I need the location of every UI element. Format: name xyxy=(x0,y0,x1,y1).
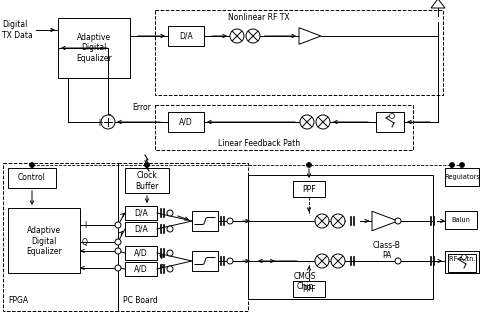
Bar xyxy=(125,222,157,236)
Circle shape xyxy=(246,29,260,43)
Bar xyxy=(293,281,325,297)
Bar xyxy=(118,163,248,311)
Text: D/A: D/A xyxy=(179,31,193,41)
Text: D/A: D/A xyxy=(134,225,148,234)
Text: Clock
Buffer: Clock Buffer xyxy=(135,171,159,191)
Circle shape xyxy=(144,163,150,167)
Circle shape xyxy=(331,214,345,228)
Text: PPF: PPF xyxy=(302,185,316,194)
Text: Adaptive
Digital
Equalizer: Adaptive Digital Equalizer xyxy=(76,33,112,63)
Bar xyxy=(125,246,157,260)
Bar xyxy=(192,251,218,271)
Circle shape xyxy=(227,258,233,264)
Text: Control: Control xyxy=(18,173,46,182)
Circle shape xyxy=(307,163,312,167)
Circle shape xyxy=(331,254,345,268)
Text: D/A: D/A xyxy=(134,209,148,218)
Bar xyxy=(445,211,477,229)
Text: -: - xyxy=(107,109,111,119)
Polygon shape xyxy=(372,211,398,231)
Text: I: I xyxy=(84,221,86,230)
Bar xyxy=(248,175,433,299)
Bar xyxy=(58,18,130,78)
Text: PPF: PPF xyxy=(302,284,316,293)
Text: A/D: A/D xyxy=(134,249,148,258)
Text: A/D: A/D xyxy=(134,265,148,274)
Circle shape xyxy=(115,265,121,271)
Circle shape xyxy=(101,115,115,129)
Circle shape xyxy=(315,214,329,228)
Text: CMOS
Chip: CMOS Chip xyxy=(294,272,316,291)
Circle shape xyxy=(115,248,121,254)
Text: Class-B
PA: Class-B PA xyxy=(373,241,401,260)
Circle shape xyxy=(459,163,465,167)
Bar xyxy=(376,112,404,132)
Bar xyxy=(293,181,325,197)
Bar xyxy=(168,26,204,46)
Text: Regulators: Regulators xyxy=(444,174,480,180)
Circle shape xyxy=(167,266,173,272)
Text: A/D: A/D xyxy=(179,117,193,126)
Circle shape xyxy=(230,29,244,43)
Bar xyxy=(155,105,413,150)
Bar xyxy=(8,208,80,273)
Bar xyxy=(168,112,204,132)
Circle shape xyxy=(315,254,329,268)
Circle shape xyxy=(395,218,401,224)
Circle shape xyxy=(461,254,467,260)
Text: Q: Q xyxy=(82,238,88,247)
Bar xyxy=(445,168,479,186)
Circle shape xyxy=(395,258,401,264)
Bar xyxy=(8,168,56,188)
Circle shape xyxy=(389,114,395,118)
Text: RF Attn.: RF Attn. xyxy=(449,256,475,262)
Circle shape xyxy=(167,210,173,216)
Bar xyxy=(448,254,476,272)
Bar xyxy=(155,10,443,95)
Bar xyxy=(3,163,118,311)
Polygon shape xyxy=(299,28,321,44)
Circle shape xyxy=(227,218,233,224)
Circle shape xyxy=(29,163,34,167)
Circle shape xyxy=(115,239,121,245)
Circle shape xyxy=(167,250,173,256)
Bar xyxy=(192,211,218,231)
Text: Adaptive
Digital
Equalizer: Adaptive Digital Equalizer xyxy=(26,226,62,256)
Circle shape xyxy=(167,226,173,232)
Circle shape xyxy=(450,163,455,167)
Text: Digital
TX Data: Digital TX Data xyxy=(2,20,33,40)
Bar xyxy=(125,206,157,220)
Polygon shape xyxy=(431,0,445,8)
Circle shape xyxy=(300,115,314,129)
Text: Nonlinear RF TX: Nonlinear RF TX xyxy=(228,13,290,22)
Text: Error: Error xyxy=(132,102,151,111)
Text: PC Board: PC Board xyxy=(123,296,158,305)
Bar xyxy=(125,168,169,193)
Text: Balun: Balun xyxy=(452,217,470,223)
Text: FPGA: FPGA xyxy=(8,296,28,305)
Bar xyxy=(445,251,479,273)
Text: +: + xyxy=(95,118,103,128)
Circle shape xyxy=(115,222,121,228)
Circle shape xyxy=(316,115,330,129)
Text: Linear Feedback Path: Linear Feedback Path xyxy=(218,139,300,148)
Bar xyxy=(125,262,157,276)
